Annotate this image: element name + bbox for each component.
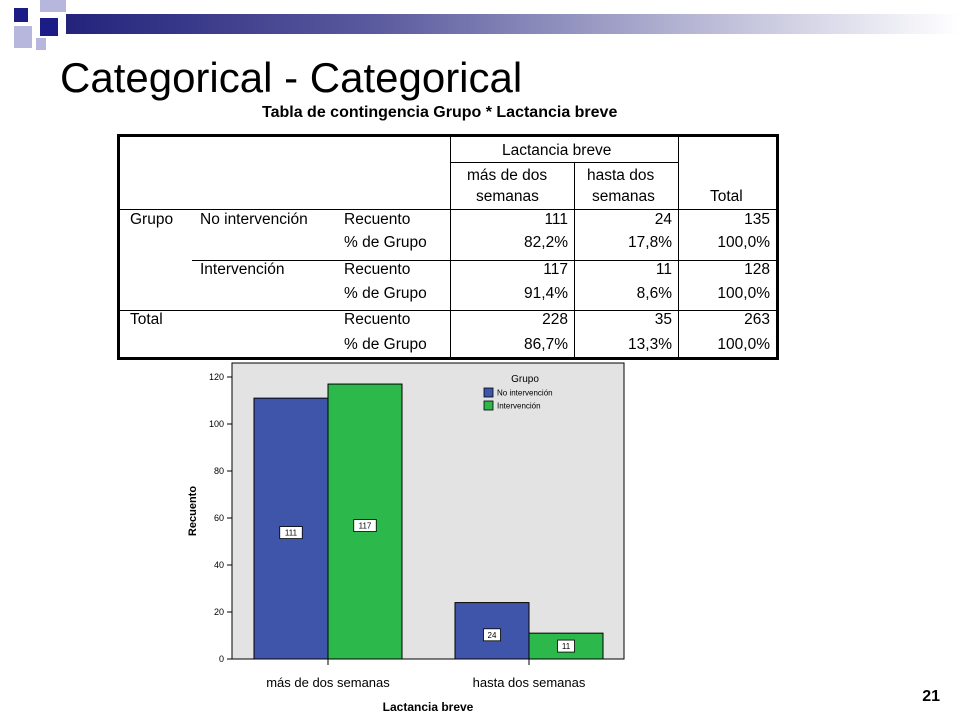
decor-square-2	[40, 0, 66, 12]
table-cell: 8,6%	[636, 285, 672, 302]
table-cell: 13,3%	[628, 336, 672, 353]
table-cell: 17,8%	[628, 234, 672, 251]
legend-label: Intervención	[497, 402, 541, 411]
data-label: 24	[488, 631, 497, 640]
col-header-1-line2: semanas	[476, 188, 539, 205]
x-tick-label: hasta dos semanas	[473, 675, 586, 690]
data-label-box	[483, 628, 501, 642]
table-cell: 100,0%	[717, 234, 770, 251]
col-header-total: Total	[710, 188, 743, 205]
data-label: 111	[285, 529, 298, 538]
table-cell: 24	[654, 211, 672, 228]
data-label-box	[557, 639, 575, 653]
legend-title: Grupo	[511, 374, 539, 385]
row-stat-label: Recuento	[344, 261, 411, 278]
table-cell: 82,2%	[524, 234, 568, 251]
decor-square-4	[40, 18, 58, 36]
table-cell: 100,0%	[717, 336, 770, 353]
table-title: Tabla de contingencia Grupo * Lactancia …	[262, 104, 618, 121]
table-cell: 117	[543, 261, 568, 278]
y-tick-label: 20	[214, 607, 224, 617]
table-cell: 263	[744, 311, 770, 328]
x-axis-label: Lactancia breve	[383, 700, 474, 714]
data-label-box	[353, 519, 377, 532]
row-stat-label: Recuento	[344, 211, 411, 228]
page-number: 21	[922, 688, 940, 705]
data-label: 11	[562, 642, 571, 651]
legend-swatch	[483, 387, 494, 398]
col-header-1-line1: más de dos	[467, 167, 548, 184]
table-cell: 35	[654, 311, 672, 328]
row-stat-label: % de Grupo	[344, 336, 427, 353]
table-cell: 86,7%	[524, 336, 568, 353]
col-header-2-line1: hasta dos	[587, 167, 655, 184]
row-stat-label: Recuento	[344, 311, 411, 328]
title-bar-gradient	[66, 14, 960, 34]
y-tick-label: 60	[214, 513, 224, 523]
decor-square-1	[14, 8, 28, 22]
y-tick-label: 120	[209, 372, 224, 382]
decor-square-5	[36, 38, 46, 50]
y-tick-label: 80	[214, 466, 224, 476]
table-cell: 111	[544, 211, 568, 228]
table-cell: 128	[744, 261, 770, 278]
y-axis-label: Recuento	[187, 486, 199, 536]
table-cell: 91,4%	[524, 285, 568, 302]
row-subgroup-label: Intervención	[200, 261, 285, 278]
legend-swatch	[483, 400, 494, 411]
row-subgroup-label: No intervención	[200, 211, 308, 228]
y-tick-label: 100	[209, 419, 224, 429]
y-tick-label: 0	[219, 654, 224, 664]
col-header-2-line2: semanas	[592, 188, 655, 205]
row-stat-label: % de Grupo	[344, 285, 427, 302]
decor-square-3	[14, 26, 32, 48]
table-cell: 100,0%	[717, 285, 770, 302]
x-tick-label: más de dos semanas	[266, 675, 390, 690]
table-cell: 11	[655, 261, 672, 278]
table-cell: 228	[542, 311, 568, 328]
contingency-table: Lactancia breve más de dos semanas hasta…	[117, 134, 779, 360]
slide-title: Categorical - Categorical	[60, 54, 523, 101]
y-tick-label: 40	[214, 560, 224, 570]
row-stat-label: % de Grupo	[344, 234, 427, 251]
data-label: 117	[359, 522, 372, 531]
data-label-box	[279, 526, 303, 539]
row-group-label: Total	[130, 311, 163, 328]
legend-label: No intervención	[497, 389, 553, 398]
table-cell: 135	[744, 211, 770, 228]
col-group-header: Lactancia breve	[502, 142, 612, 159]
row-group-label: Grupo	[130, 211, 174, 228]
